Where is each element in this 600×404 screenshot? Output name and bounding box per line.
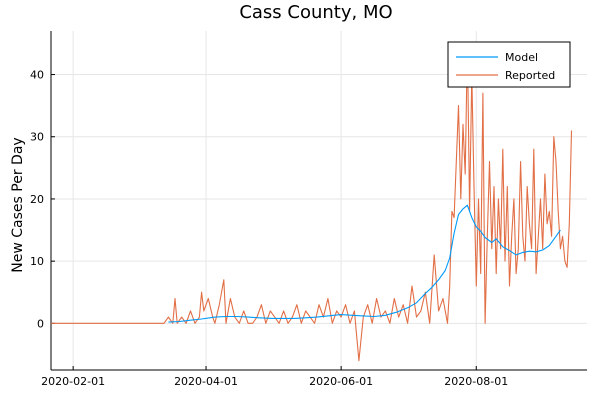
y-axis-label: New Cases Per Day [10,137,26,272]
series-lines [51,42,573,362]
y-tick-label: 20 [30,193,44,206]
x-tick-label: 2020-06-01 [309,375,373,388]
legend: Model Reported [447,41,571,88]
axes: 2020-02-01 2020-04-01 2020-06-01 2020-08-01… [30,31,587,388]
series-line-reported [51,42,573,362]
x-tick-label: 2020-04-01 [174,375,238,388]
x-tick-label: 2020-08-01 [444,375,508,388]
legend-label-model: Model [505,51,538,64]
y-tick-label: 0 [37,317,44,330]
legend-box [447,41,571,88]
y-tick-label: 40 [30,69,44,82]
series-line-model [168,204,561,323]
legend-label-reported: Reported [505,69,555,82]
y-tick-label: 30 [30,131,44,144]
y-tick-label: 10 [30,255,44,268]
chart-title: Cass County, MO [239,2,392,23]
x-tick-label: 2020-02-01 [41,375,105,388]
